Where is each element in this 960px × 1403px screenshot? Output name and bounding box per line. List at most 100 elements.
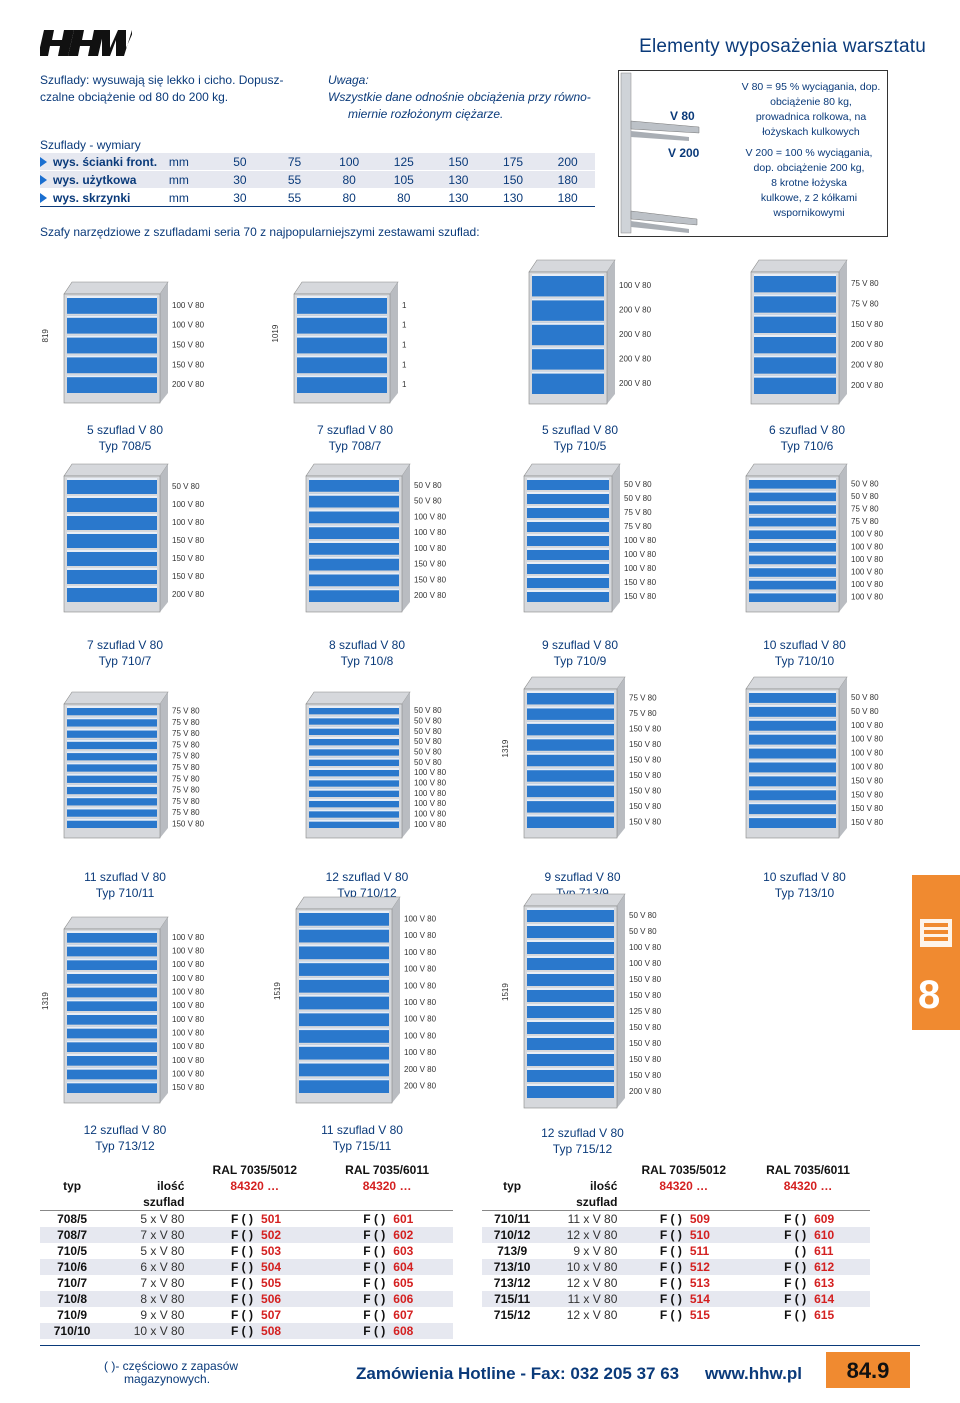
- drawer-front: [527, 972, 614, 986]
- ilosc-cell: 12 x V 80: [566, 1276, 618, 1290]
- drawer-label: 150 V 80: [629, 991, 662, 1000]
- cabinet-side: [617, 894, 625, 1108]
- drawer-handle: [309, 778, 399, 781]
- drawer-front: [309, 737, 399, 746]
- drawer-label: 50 V 80: [414, 481, 442, 490]
- page-title: Elementy wyposażenia warsztatu: [639, 36, 926, 57]
- drawer-label: 1: [402, 380, 407, 389]
- drawer-handle: [67, 796, 157, 799]
- drawer-front: [754, 355, 836, 374]
- drawer-front: [527, 721, 614, 736]
- ellipsis: …: [267, 1179, 280, 1193]
- warning-line: miernie rozłożonym ciężarze.: [348, 107, 504, 121]
- drawer-label: 150 V 80: [172, 572, 205, 581]
- drawer-handle: [67, 355, 157, 358]
- website-link[interactable]: www.hhw.pl: [705, 1364, 802, 1383]
- drawer-label: 150 V 80: [629, 817, 662, 826]
- cabinet-drawing: 50 V 80 50 V 80 100 V 80 100 V 80 150 V 80 15…: [501, 893, 662, 1109]
- cabinet-caption: 12 szuflad V 80 Typ 710/12: [282, 869, 452, 901]
- availability-cell: F ( ): [659, 1260, 682, 1274]
- drawer-front: [749, 816, 836, 828]
- code-suffix-cell: 612: [814, 1260, 835, 1274]
- cabinet-type: Typ 715/11: [332, 1139, 392, 1153]
- availability-cell: F ( ): [231, 1276, 254, 1290]
- code-suffix-cell: 602: [393, 1228, 414, 1242]
- drawer-handle: [309, 716, 399, 719]
- typ-cell: 708/7: [57, 1228, 88, 1242]
- drawer-handle: [527, 956, 614, 958]
- code-suffix-cell: 514: [689, 1292, 710, 1306]
- code-suffix-cell: 609: [814, 1212, 835, 1226]
- drawer-label: 50 V 80: [629, 911, 657, 920]
- drawer-handle: [309, 478, 399, 480]
- drawer-handle: [754, 355, 836, 358]
- drawer-front: [309, 788, 399, 797]
- footnote-line: ( )- częściowo z zapasów: [104, 1359, 239, 1373]
- text-line: wspornikowymi: [773, 207, 845, 219]
- cabinet-type: Typ 710/10: [774, 654, 835, 668]
- drawer-handle: [527, 972, 614, 974]
- drawer-label: 150 V 80: [624, 592, 657, 601]
- drawer-front: [67, 550, 157, 566]
- drawer-label: 100 V 80: [404, 1031, 437, 1040]
- drawer-front: [527, 492, 609, 504]
- drawer-front: [299, 994, 389, 1010]
- availability-cell: F ( ): [784, 1260, 807, 1274]
- ilosc-cell: 7 x V 80: [140, 1276, 185, 1290]
- table-row: 713/10 10 x V 80 F ( ) 512 F ( ) 612: [482, 1259, 870, 1275]
- row-unit: mm: [168, 190, 189, 205]
- cell: 100: [339, 154, 360, 169]
- drawer-handle: [67, 1026, 157, 1029]
- drawer-handle: [309, 747, 399, 750]
- drawer-front: [309, 747, 399, 756]
- table-row: 710/9 9 x V 80 F ( ) 507 F ( ) 607: [40, 1307, 453, 1323]
- code-suffix-cell: 507: [261, 1308, 282, 1322]
- chapter-tab[interactable]: 8: [912, 875, 960, 1030]
- availability-cell: F ( ): [363, 1324, 386, 1338]
- availability-cell: F ( ): [659, 1308, 682, 1322]
- code-suffix-cell: 512: [689, 1260, 710, 1274]
- table-header-row: typ ilość 84320 … 84320 …: [482, 1178, 870, 1194]
- drawer-label: 150 V 80: [629, 802, 662, 811]
- availability-cell: F ( ): [784, 1308, 807, 1322]
- drawer-label: 50 V 80: [624, 480, 652, 489]
- drawer-front: [309, 478, 399, 492]
- code-suffix-cell: 601: [393, 1212, 414, 1226]
- drawer-label: 100 V 80: [172, 500, 205, 509]
- drawer-front: [527, 1068, 614, 1082]
- drawer-front: [532, 322, 604, 346]
- cabinet-type: Typ 715/12: [552, 1142, 613, 1156]
- drawer-handle: [299, 944, 389, 947]
- row-unit: mm: [168, 154, 189, 169]
- article-code: 84320: [783, 1179, 818, 1193]
- article-code: 84320: [659, 1179, 693, 1193]
- drawer-front: [67, 784, 157, 795]
- drawer-front: [67, 999, 157, 1011]
- drawer-label: 50 V 80: [629, 927, 657, 936]
- drawer-label: 100 V 80: [172, 960, 205, 969]
- row-unit: mm: [168, 172, 189, 187]
- drawer-handle: [67, 375, 157, 378]
- availability-cell: F ( ): [659, 1292, 682, 1306]
- drawer-handle: [749, 732, 836, 735]
- cabinet-side: [392, 897, 400, 1103]
- drawer-front: [749, 691, 836, 703]
- table-header-row: typ ilość 84320 … 84320 …: [40, 1178, 453, 1194]
- drawer-label: 200 V 80: [619, 354, 652, 363]
- text-line: łożyskach kulkowych: [762, 126, 860, 138]
- rails-info-box: [618, 70, 888, 237]
- drawer-front: [527, 908, 614, 922]
- drawer-front: [527, 478, 609, 490]
- code-suffix-cell: 605: [393, 1276, 414, 1290]
- text-line: kulkowe, z 2 kółkami: [760, 192, 858, 204]
- drawer-label: 1: [402, 301, 407, 310]
- arrow-icon: [40, 192, 47, 203]
- code-suffix-cell: 503: [261, 1244, 282, 1258]
- drawer-label: 100 V 80: [172, 988, 205, 997]
- drawer-front: [527, 576, 609, 588]
- drawer-label: 200 V 80: [172, 590, 205, 599]
- table-row: 710/11 11 x V 80 F ( ) 509 F ( ) 609: [482, 1211, 870, 1228]
- drawer-handle: [754, 314, 836, 317]
- drawer-front: [299, 911, 389, 926]
- drawer-front: [532, 371, 604, 394]
